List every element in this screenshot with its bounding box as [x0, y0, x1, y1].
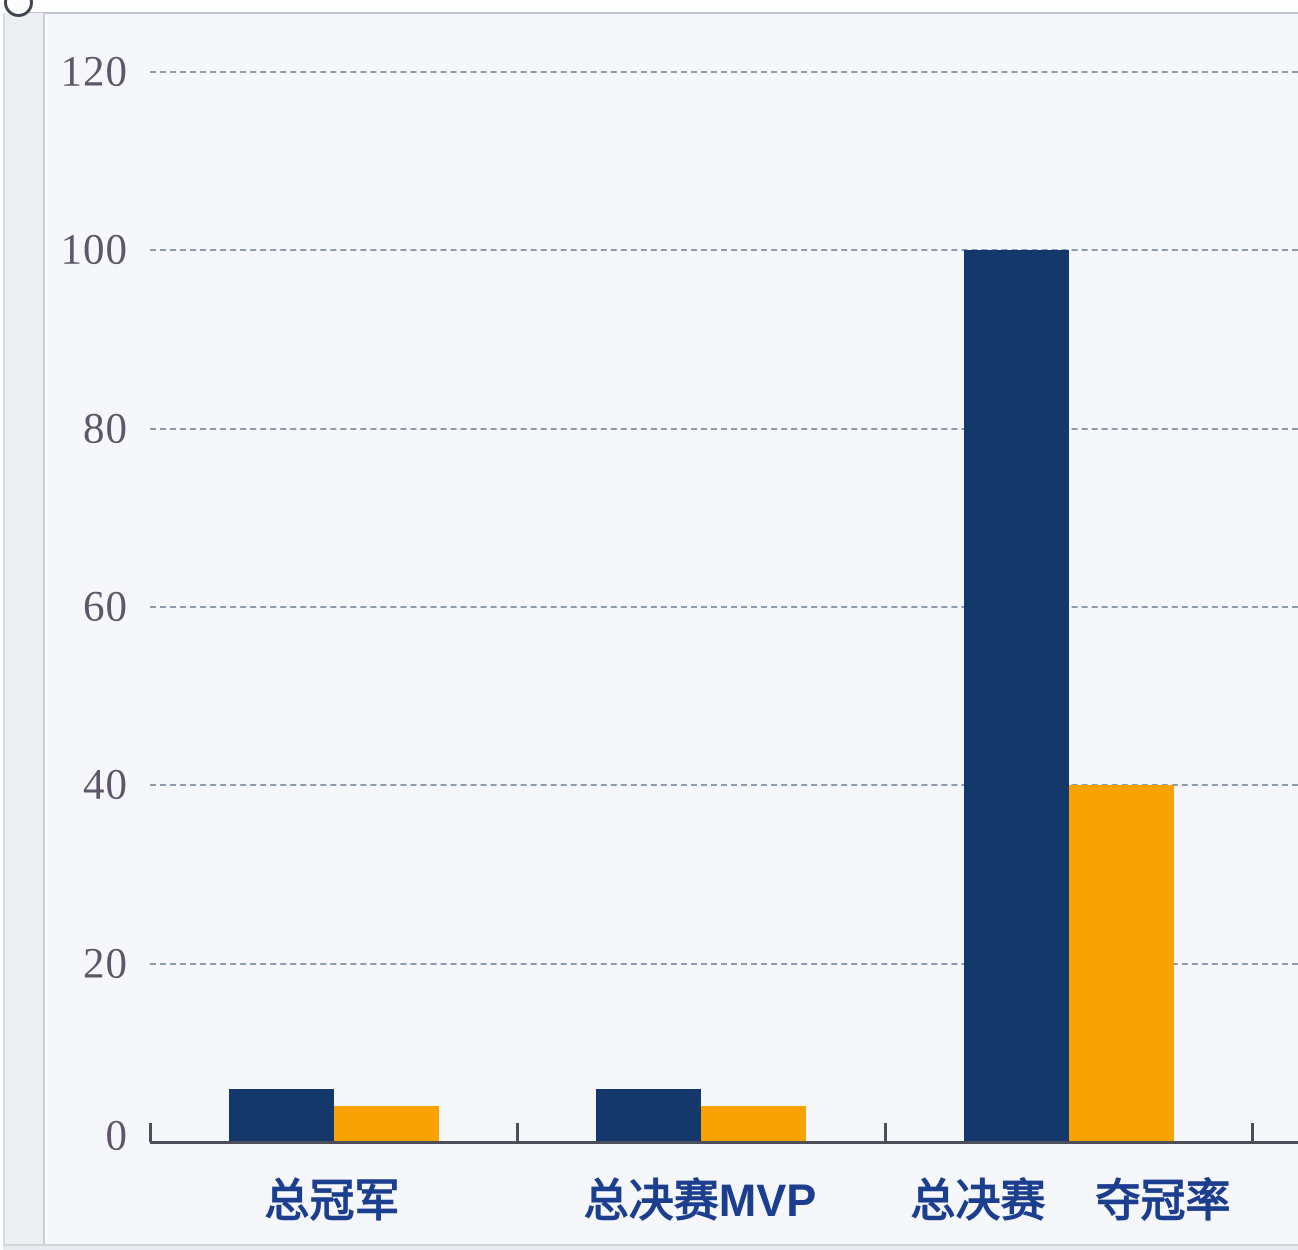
y-axis-label-80: 80: [83, 405, 128, 453]
y-axis-label-0: 0: [105, 1112, 128, 1160]
x-axis-tick-1: [148, 1123, 152, 1142]
y-axis-label-20: 20: [83, 940, 128, 988]
gridline-60: [150, 606, 1298, 608]
gridline-120: [150, 71, 1298, 73]
gridline-100: [150, 249, 1298, 252]
y-axis-label-40: 40: [83, 761, 128, 809]
bar-dark-blue-group-2: [596, 1088, 702, 1142]
y-axis-label-60: 60: [83, 583, 128, 631]
x-axis-tick-3: [883, 1123, 887, 1142]
x-axis-label-1: 总冠军: [264, 1175, 400, 1226]
x-axis-tick-2: [516, 1123, 519, 1142]
y-axis-label-120: 120: [60, 48, 128, 96]
gridline-20: [150, 962, 1298, 965]
x-axis-label-2: 总决赛MVP: [583, 1175, 817, 1226]
bar-orange-group-1: [333, 1106, 439, 1142]
gridline-80: [150, 427, 1298, 430]
x-axis-line: [150, 1141, 1298, 1144]
bar-dark-blue-group-3: [963, 250, 1069, 1142]
drag-handle-circle[interactable]: [4, 0, 33, 17]
y-axis-label-100: 100: [60, 226, 128, 274]
bar-orange-group-3: [1068, 785, 1174, 1142]
bottom-border-strip: [3, 1244, 1298, 1250]
bar-orange-group-2: [701, 1106, 807, 1142]
gridline-40: [150, 784, 1298, 787]
x-axis-tick-4: [1251, 1123, 1254, 1142]
x-axis-label-3: 总决赛: [910, 1175, 1046, 1226]
top-border-line: [28, 12, 1298, 14]
left-margin-column: [3, 13, 45, 1250]
bar-dark-blue-group-1: [228, 1088, 334, 1142]
x-axis-label-4: 夺冠率: [1095, 1175, 1231, 1226]
